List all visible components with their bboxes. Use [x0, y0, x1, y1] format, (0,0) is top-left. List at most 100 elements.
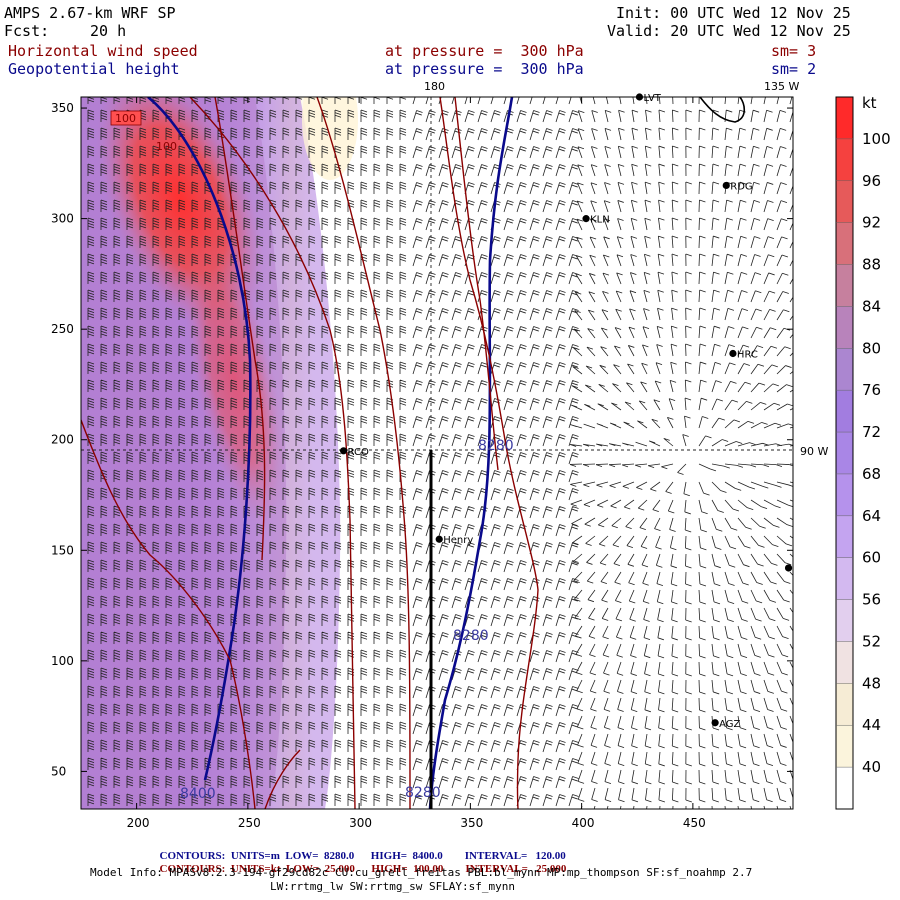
wind-barb [750, 535, 765, 548]
wind-barb [100, 703, 108, 716]
wind-barb [477, 146, 488, 159]
wind-barb [464, 326, 475, 339]
wind-barb [516, 362, 527, 375]
wind-barb [165, 631, 173, 644]
wind-barb [412, 434, 423, 447]
wind-barb [577, 146, 585, 159]
wind-barb [644, 733, 652, 749]
wind-barb [644, 253, 651, 267]
wind-barb [555, 488, 566, 501]
wind-barb [399, 523, 407, 536]
wind-barb [568, 578, 579, 591]
wind-barb [191, 757, 199, 770]
wind-barb [347, 181, 355, 194]
wind-barb [321, 523, 329, 536]
wind-barb [570, 499, 583, 507]
station-label: AGZ [719, 719, 740, 730]
wind-barb [334, 505, 342, 518]
wind-barb [347, 775, 355, 788]
wind-barb [360, 397, 368, 410]
wind-barb [642, 571, 649, 586]
wind-barb [503, 524, 514, 537]
wind-barb [685, 697, 692, 713]
wind-barb [685, 625, 692, 641]
wind-barb [711, 235, 720, 249]
footer-high-value: 100.00 [413, 863, 444, 875]
wind-barb [698, 163, 706, 177]
wind-barb [321, 361, 329, 374]
wind-barb [334, 97, 342, 104]
wind-barb [373, 649, 381, 662]
wind-barb [87, 307, 95, 320]
colorbar-label: 56 [862, 591, 881, 609]
wind-barb [191, 109, 199, 122]
wind-barb [204, 667, 212, 680]
wind-barb [269, 145, 277, 158]
wind-barb [412, 740, 423, 753]
wind-barb [178, 739, 186, 752]
wind-barb [256, 721, 264, 734]
wind-barb [711, 163, 720, 177]
wind-barb [438, 434, 449, 447]
wind-barb [87, 757, 95, 770]
wind-barb [217, 649, 225, 662]
wind-barb [269, 721, 277, 734]
wind-barb [628, 326, 636, 339]
wind-barb [243, 703, 251, 716]
wind-barb [152, 451, 160, 464]
wind-barb [139, 559, 147, 572]
wind-barb [698, 751, 706, 767]
wind-barb [618, 787, 625, 803]
wind-barb [113, 487, 121, 500]
wind-barb [589, 679, 597, 694]
wind-barb [698, 181, 706, 195]
wind-barb [191, 127, 199, 140]
wind-barb [750, 181, 760, 195]
wind-barb [606, 805, 609, 809]
wind-barb [750, 272, 762, 285]
wind-barb [576, 679, 583, 694]
wind-barb [776, 128, 787, 141]
wind-barb [638, 400, 648, 411]
wind-barb [282, 703, 290, 716]
wind-barb [438, 452, 449, 465]
wind-barb [139, 361, 147, 374]
wind-barb [243, 361, 251, 374]
wind-barb [789, 352, 793, 357]
wind-barb [615, 589, 622, 603]
wind-barb [582, 463, 596, 467]
wind-barb [139, 181, 147, 194]
wind-barb [542, 398, 553, 411]
wind-barb [113, 217, 121, 230]
wind-barb [776, 463, 793, 467]
wind-barb [776, 443, 793, 447]
wind-barb [113, 739, 121, 752]
wind-barb [113, 397, 121, 410]
wind-barb [737, 697, 747, 713]
colorbar-label: 64 [862, 507, 881, 525]
wind-barb [399, 667, 407, 680]
wind-barb [360, 433, 368, 446]
wind-barb [438, 596, 449, 609]
wind-barb [503, 290, 514, 303]
wind-barb [191, 451, 199, 464]
wind-barb [776, 571, 791, 584]
wind-barb [646, 805, 648, 809]
wind-barb [230, 307, 238, 320]
wind-barb [256, 757, 264, 770]
wind-barb [604, 127, 612, 141]
wind-barb [126, 253, 134, 266]
wind-barb [529, 470, 540, 483]
wind-barb [698, 481, 710, 496]
y-tick-label: 200 [51, 433, 74, 447]
wind-barb [191, 469, 199, 482]
wind-barb [698, 199, 706, 213]
wind-barb [635, 441, 648, 447]
wind-barb [113, 361, 121, 374]
wind-barb [295, 775, 303, 788]
wind-barb [217, 541, 225, 554]
wind-barb [217, 307, 225, 320]
wind-barb [604, 182, 611, 195]
wind-barb [399, 685, 407, 698]
wind-barb [178, 109, 186, 122]
